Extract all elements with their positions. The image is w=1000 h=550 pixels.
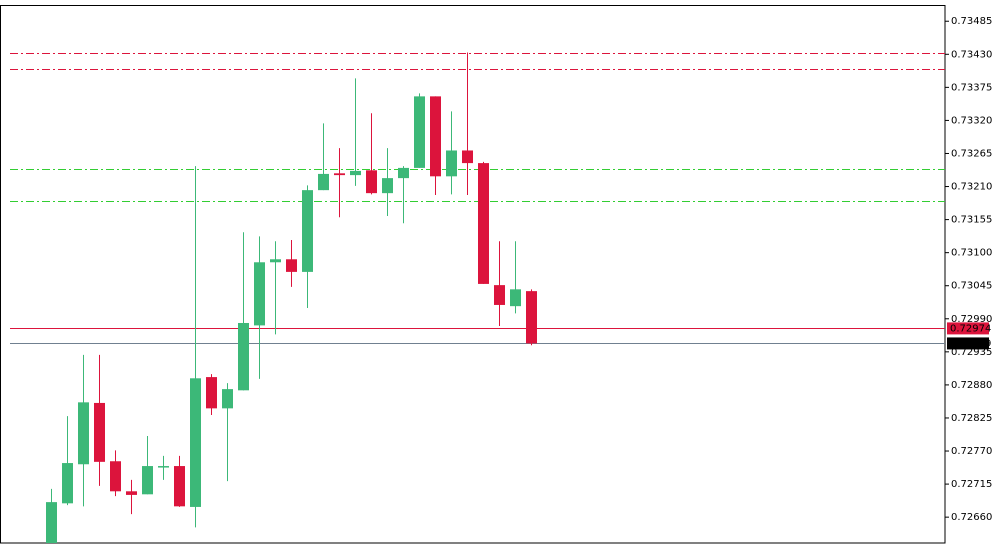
y-tick-label: 0.73485 (951, 16, 992, 27)
candle-body (94, 402, 105, 462)
y-tick-label: 0.73210 (951, 182, 992, 193)
candle-body (286, 259, 297, 272)
y-tick-label: 0.73265 (951, 148, 992, 159)
y-tick-label: 0.73375 (951, 82, 992, 93)
y-tick-label: 0.73100 (951, 248, 992, 259)
candle-body (158, 466, 169, 468)
candle-body (302, 190, 313, 272)
candle-body (462, 150, 473, 164)
candle-body (254, 262, 265, 326)
candle-body (478, 163, 489, 284)
candle-body (430, 96, 441, 177)
price-label-box (947, 322, 989, 335)
candle-body (350, 170, 361, 176)
candle-body (174, 466, 185, 507)
y-tick-label: 0.73320 (951, 115, 992, 126)
candle-body (366, 170, 377, 194)
candle-body (238, 322, 249, 391)
candle-body (78, 402, 89, 465)
candle-body (318, 173, 329, 191)
y-tick-label: 0.72660 (951, 512, 992, 523)
candle-body (126, 491, 137, 495)
plot-frame (0, 5, 946, 544)
y-tick-label: 0.72770 (951, 446, 992, 457)
candle-body (382, 178, 393, 194)
y-tick-label: 0.72880 (951, 380, 992, 391)
candle-body (190, 378, 201, 507)
candle-body (494, 285, 505, 305)
y-tick-label: 0.73155 (951, 215, 992, 226)
candle-body (414, 96, 425, 168)
candle-body (222, 389, 233, 409)
candle-body (46, 502, 57, 543)
candle-body (62, 463, 73, 504)
candle-body (510, 289, 521, 307)
price-label: 0.72949 (950, 338, 991, 349)
y-tick-label: 0.72935 (951, 347, 992, 358)
y-tick-label: 0.73045 (951, 281, 992, 292)
candle-body (142, 466, 153, 495)
candle-body (206, 377, 217, 409)
candle-body (270, 259, 281, 263)
y-tick-label: 0.72825 (951, 413, 992, 424)
y-tick-label: 0.72715 (951, 479, 992, 490)
candle-body (398, 167, 409, 179)
price-label-box (947, 337, 989, 350)
candle-body (446, 150, 457, 177)
candle-body (110, 461, 121, 492)
y-tick-label: 0.72990 (951, 314, 992, 325)
candle-body (334, 173, 345, 176)
price-label: 0.72974 (950, 323, 991, 334)
candle-body (526, 291, 537, 344)
y-tick-label: 0.73430 (951, 49, 992, 60)
